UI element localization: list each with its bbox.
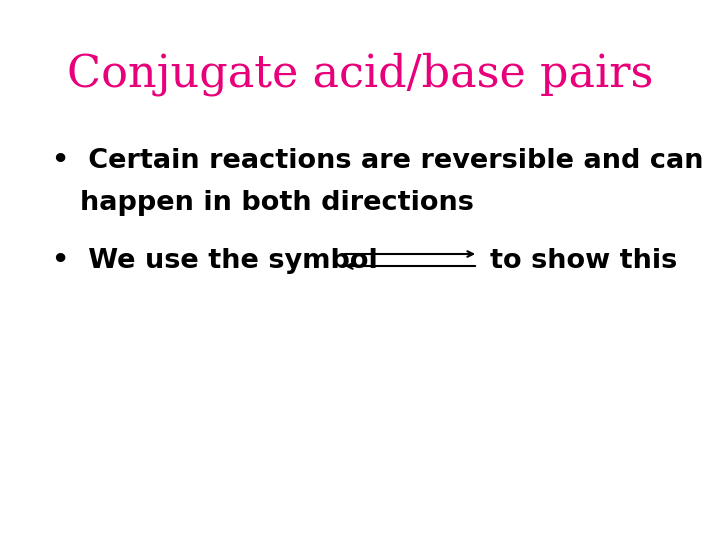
Text: Conjugate acid/base pairs: Conjugate acid/base pairs — [67, 52, 653, 96]
Text: happen in both directions: happen in both directions — [80, 190, 474, 216]
Text: •  Certain reactions are reversible and can: • Certain reactions are reversible and c… — [52, 148, 703, 174]
Text: to show this: to show this — [490, 248, 678, 274]
Text: •  We use the symbol: • We use the symbol — [52, 248, 378, 274]
